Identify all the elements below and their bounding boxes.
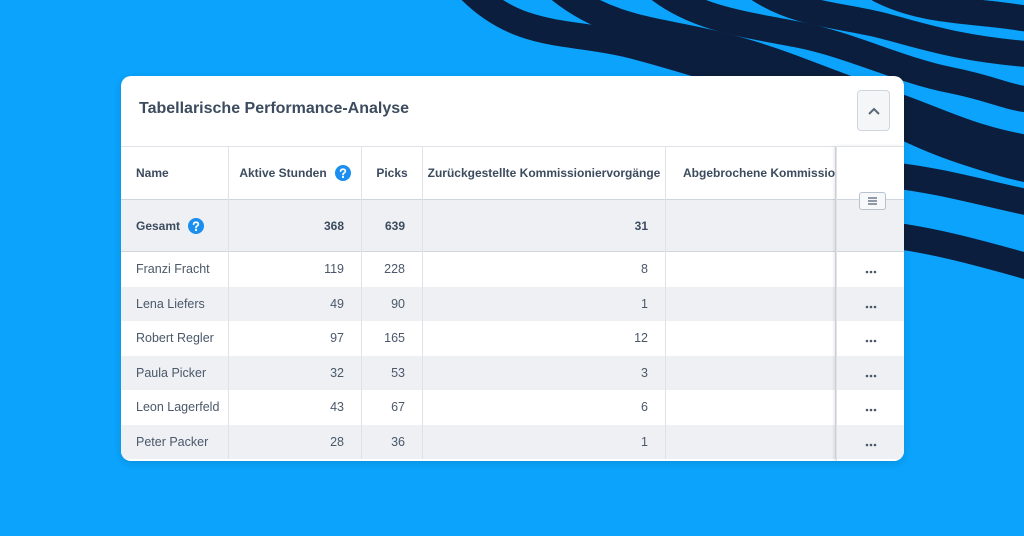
value-cell: 97 — [229, 321, 362, 356]
total-value: 31 — [423, 200, 666, 252]
value-cell: 43 — [229, 390, 362, 425]
row-bg — [121, 286, 904, 321]
dots-icon — [865, 339, 877, 343]
dots-icon — [865, 270, 877, 274]
value-cell: 228 — [362, 252, 423, 287]
total-label: Gesamt — [136, 219, 181, 233]
column-menu-button[interactable] — [859, 192, 886, 210]
row-actions-button[interactable] — [861, 264, 881, 274]
menu-icon — [868, 197, 877, 205]
chevron-up-icon — [867, 107, 880, 115]
name-cell: Franzi Fracht — [121, 252, 229, 287]
card-title: Tabellarische Performance-Analyse — [139, 100, 410, 117]
column-header: Picks — [362, 146, 423, 200]
dots-icon — [865, 374, 877, 378]
value-cell: 165 — [362, 321, 423, 356]
row-bg — [121, 390, 904, 425]
column-header: Zurückgestellte Kommissioniervorgänge — [423, 146, 666, 200]
total-value: 639 — [362, 200, 423, 252]
row-actions-button[interactable] — [861, 333, 881, 343]
actions-column — [836, 146, 904, 461]
column-header: Name — [121, 146, 229, 200]
value-cell: 67 — [362, 390, 423, 425]
name-cell: Leon Lagerfeld — [121, 390, 229, 425]
total-value: 368 — [229, 200, 362, 252]
value-cell: 32 — [229, 355, 362, 390]
value-cell: 3 — [423, 355, 666, 390]
total-row-bg — [121, 200, 904, 252]
table-card: Tabellarische Performance-Analyse Name Ak… — [121, 76, 904, 461]
value-cell: 1 — [423, 286, 666, 321]
empty-cell — [666, 355, 836, 390]
empty-cell — [666, 321, 836, 356]
total-label-cell: Gesamt — [121, 200, 229, 252]
value-cell: 28 — [229, 424, 362, 459]
value-cell: 49 — [229, 286, 362, 321]
column-header-text: Abgebrochene Kommissionier — [683, 166, 836, 180]
empty-cell — [666, 424, 836, 459]
dots-icon — [865, 443, 877, 447]
name-cell: Robert Regler — [121, 321, 229, 356]
row-bg — [121, 321, 904, 356]
dots-icon — [865, 408, 877, 412]
empty-cell — [666, 252, 836, 287]
column-header-text: Zurückgestellte Kommissioniervorgänge — [427, 166, 661, 180]
value-cell: 6 — [423, 390, 666, 425]
total-empty-cell — [666, 200, 836, 252]
value-cell: 12 — [423, 321, 666, 356]
help-icon[interactable] — [188, 218, 205, 234]
name-cell: Peter Packer — [121, 424, 229, 459]
help-icon[interactable] — [334, 165, 351, 181]
value-cell: 36 — [362, 424, 423, 459]
column-header-text: Aktive Stunden — [239, 166, 327, 180]
name-cell: Paula Picker — [121, 355, 229, 390]
value-cell: 1 — [423, 424, 666, 459]
value-cell: 8 — [423, 252, 666, 287]
row-actions-button[interactable] — [861, 368, 881, 378]
header-row-bg — [121, 146, 904, 200]
row-actions-button[interactable] — [861, 299, 881, 309]
empty-cell — [666, 286, 836, 321]
value-cell: 119 — [229, 252, 362, 287]
row-bg — [121, 424, 904, 459]
column-header-text: Picks — [376, 166, 408, 180]
column-header: Abgebrochene Kommissionier — [666, 146, 836, 200]
dots-icon — [865, 305, 877, 309]
value-cell: 53 — [362, 355, 423, 390]
row-actions-button[interactable] — [861, 402, 881, 412]
row-bg — [121, 355, 904, 390]
row-bg — [121, 252, 904, 287]
column-header-text: Name — [136, 166, 169, 180]
collapse-button[interactable] — [857, 90, 890, 131]
name-cell: Lena Liefers — [121, 286, 229, 321]
empty-cell — [666, 390, 836, 425]
value-cell: 90 — [362, 286, 423, 321]
column-header: Aktive Stunden — [229, 146, 362, 200]
row-actions-button[interactable] — [861, 437, 881, 447]
